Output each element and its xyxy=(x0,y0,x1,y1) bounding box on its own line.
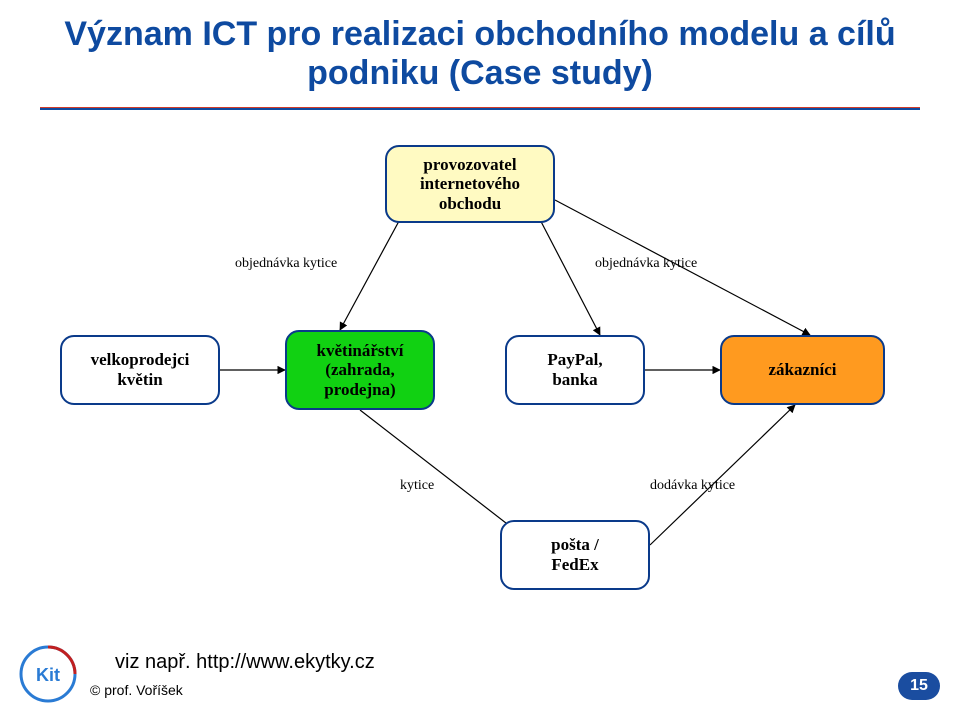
slide-title: Význam ICT pro realizaci obchodního mode… xyxy=(40,15,920,93)
node-delivery-l2: FedEx xyxy=(551,555,598,574)
node-wholesaler-text: velkoprodejci květin xyxy=(91,350,190,389)
edge-label-dodavka: dodávka kytice xyxy=(650,478,735,494)
footer-link: viz např. http://www.ekytky.cz xyxy=(115,651,375,674)
page-number-badge: 15 xyxy=(898,672,940,700)
node-delivery: pošta / FedEx xyxy=(500,520,650,590)
node-florist-text: květinářství (zahrada, prodejna) xyxy=(317,341,404,400)
edge-label-kytice: kytice xyxy=(400,478,434,494)
node-delivery-text: pošta / FedEx xyxy=(551,535,599,574)
node-wholesaler-l1: velkoprodejci xyxy=(91,350,190,369)
slide: Význam ICT pro realizaci obchodního mode… xyxy=(0,0,960,716)
node-customers-text: zákazníci xyxy=(769,360,837,380)
node-florist-l2: (zahrada, xyxy=(325,360,394,379)
node-customers-l1: zákazníci xyxy=(769,360,837,379)
edge-label-order-left: objednávka kytice xyxy=(235,256,337,272)
edge-label-order-right: objednávka kytice xyxy=(595,256,697,272)
node-wholesaler: velkoprodejci květin xyxy=(60,335,220,405)
title-underline xyxy=(40,107,920,110)
node-payment-l2: banka xyxy=(552,370,597,389)
node-florist: květinářství (zahrada, prodejna) xyxy=(285,330,435,410)
node-provider-l1: provozovatel xyxy=(423,155,516,174)
node-provider-l3: obchodu xyxy=(439,194,501,213)
node-payment-text: PayPal, banka xyxy=(547,350,602,389)
underline-blue xyxy=(40,108,920,110)
node-delivery-l1: pošta / xyxy=(551,535,599,554)
node-payment-l1: PayPal, xyxy=(547,350,602,369)
node-florist-l3: prodejna) xyxy=(324,380,395,399)
node-provider: provozovatel internetového obchodu xyxy=(385,145,555,223)
node-payment: PayPal, banka xyxy=(505,335,645,405)
node-customers: zákazníci xyxy=(720,335,885,405)
svg-text:Kit: Kit xyxy=(36,665,60,685)
node-florist-l1: květinářství xyxy=(317,341,404,360)
node-provider-l2: internetového xyxy=(420,174,520,193)
kit-logo-icon: Kit xyxy=(18,644,78,704)
node-provider-text: provozovatel internetového obchodu xyxy=(420,155,520,214)
copyright: © prof. Voříšek xyxy=(90,682,183,698)
node-wholesaler-l2: květin xyxy=(117,370,162,389)
